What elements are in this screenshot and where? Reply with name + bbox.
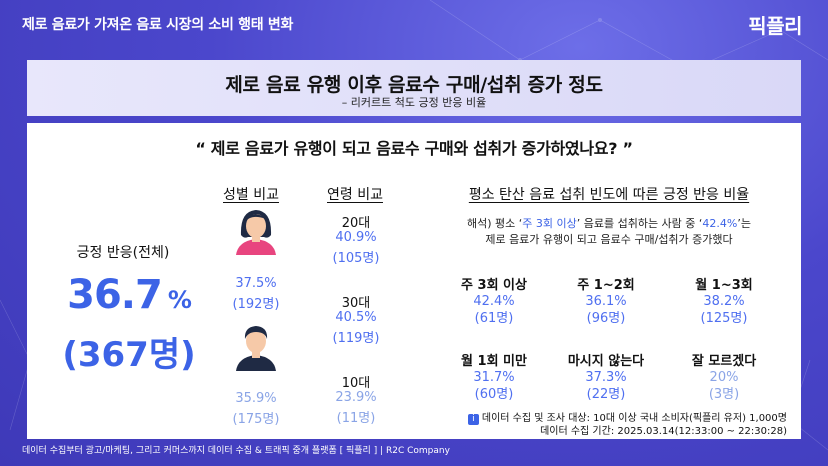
survey-question: “ 제로 음료가 유행이 되고 음료수 구매와 섭취가 증가하였나요? ” [195,139,633,158]
male-count: (175명) [232,412,280,427]
freq-label: 월 1회 미만 [461,354,527,369]
age-label-30s: 30대 [341,296,371,311]
brand-logo: 픽플리 [748,14,802,38]
data-source-note: i 데이터 수집 및 조사 대상: 10대 이상 국내 소비자(픽플리 유저) 1… [467,412,787,438]
freq-label: 마시지 않는다 [567,354,645,369]
interpretation-line-1: 해석) 평소 ‘주 3회 이상’ 음료를 섭취하는 사람 중 ‘42.4%’는 [429,216,789,232]
freq-percent: 31.7% [473,370,515,385]
freq-percent: 38.2% [703,294,745,309]
male-avatar-icon [236,326,276,371]
slide-header: 제로 음료 유행 이후 음료수 구매/섭취 증가 정도 – 리커르트 척도 긍정… [27,60,801,116]
age-count-30s: (119명) [332,331,380,346]
interpretation-line-2: 제로 음료가 유행이 되고 음료수 구매/섭취가 증가했다 [485,233,733,246]
total-unit: % [167,286,192,314]
note-line-2: 데이터 수집 기간: 2025.03.14(12:33:00 ~ 22:30:2… [540,426,787,437]
interp-mid: ’ 음료를 섭취하는 사람 중 ‘ [576,217,703,230]
freq-count: (22명) [586,387,626,402]
female-percent: 37.5% [235,276,277,291]
slide-subtitle: – 리커르트 척도 긍정 반응 비율 [341,96,487,109]
freq-label: 주 1~2회 [577,278,635,293]
note-line-1: i 데이터 수집 및 조사 대상: 10대 이상 국내 소비자(픽플리 유저) 1… [467,412,787,425]
freq-count: (61명) [474,311,514,326]
interp-highlight-freq: 주 3회 이상 [522,217,577,230]
info-icon: i [467,414,479,425]
female-avatar-icon [236,210,276,255]
freq-cell-1-3-monthly: 월 1~3회 38.2% (125명) [669,274,779,327]
freq-label: 월 1~3회 [695,278,753,293]
freq-label: 잘 모르겠다 [691,354,757,369]
age-label-20s: 20대 [341,216,371,231]
female-count: (192명) [232,297,280,312]
content-card: “ 제로 음료가 유행이 되고 음료수 구매와 섭취가 증가하였나요? ” 긍정… [27,123,801,439]
male-percent: 35.9% [235,391,277,406]
total-value: 36.7 [67,272,163,318]
total-count: (367명) [62,335,196,375]
interpretation-text: 해석) 평소 ‘주 3회 이상’ 음료를 섭취하는 사람 중 ‘42.4%’는 … [429,216,789,248]
freq-cell-never: 마시지 않는다 37.3% (22명) [551,350,661,403]
age-count-10s: (11명) [336,411,376,426]
freq-cell-under-1-monthly: 월 1회 미만 31.7% (60명) [439,350,549,403]
freq-cell-1-2-weekly: 주 1~2회 36.1% (96명) [551,274,661,327]
freq-count: (96명) [586,311,626,326]
age-label-10s: 10대 [341,376,371,391]
freq-label: 주 3회 이상 [461,278,527,293]
interp-suffix: ’는 [737,217,751,230]
age-heading: 연령 비교 [327,187,383,203]
gender-heading: 성별 비교 [223,187,279,203]
freq-percent: 20% [709,370,739,385]
age-percent-30s: 40.5% [335,310,377,325]
age-percent-10s: 23.9% [335,390,377,405]
age-percent-20s: 40.9% [335,230,377,245]
slide-title: 제로 음료 유행 이후 음료수 구매/섭취 증가 정도 [225,74,603,96]
freq-cell-3plus-weekly: 주 3회 이상 42.4% (61명) [439,274,549,327]
total-percent: 36.7% [49,272,209,318]
freq-cell-unsure: 잘 모르겠다 20% (3명) [669,350,779,403]
freq-count: (3명) [708,387,740,402]
freq-count: (60명) [474,387,514,402]
total-label: 긍정 반응(전체) [76,245,170,261]
freq-count: (125명) [700,311,748,326]
page-topic-title: 제로 음료가 가져온 음료 시장의 소비 행태 변화 [22,17,294,33]
freq-percent: 36.1% [585,294,627,309]
age-count-20s: (105명) [332,251,380,266]
interp-prefix: 해석) 평소 ‘ [466,217,523,230]
freq-percent: 37.3% [585,370,627,385]
freq-percent: 42.4% [473,294,515,309]
note-line-1-text: 데이터 수집 및 조사 대상: 10대 이상 국내 소비자(픽플리 유저) 1,… [481,413,787,424]
interp-highlight-pct: 42.4% [702,217,738,230]
footer-text: 데이터 수집부터 광고/마케팅, 그리고 커머스까지 데이터 수집 & 트래픽 … [22,446,450,456]
frequency-heading: 평소 탄산 음료 섭취 빈도에 따른 긍정 반응 비율 [468,187,750,203]
